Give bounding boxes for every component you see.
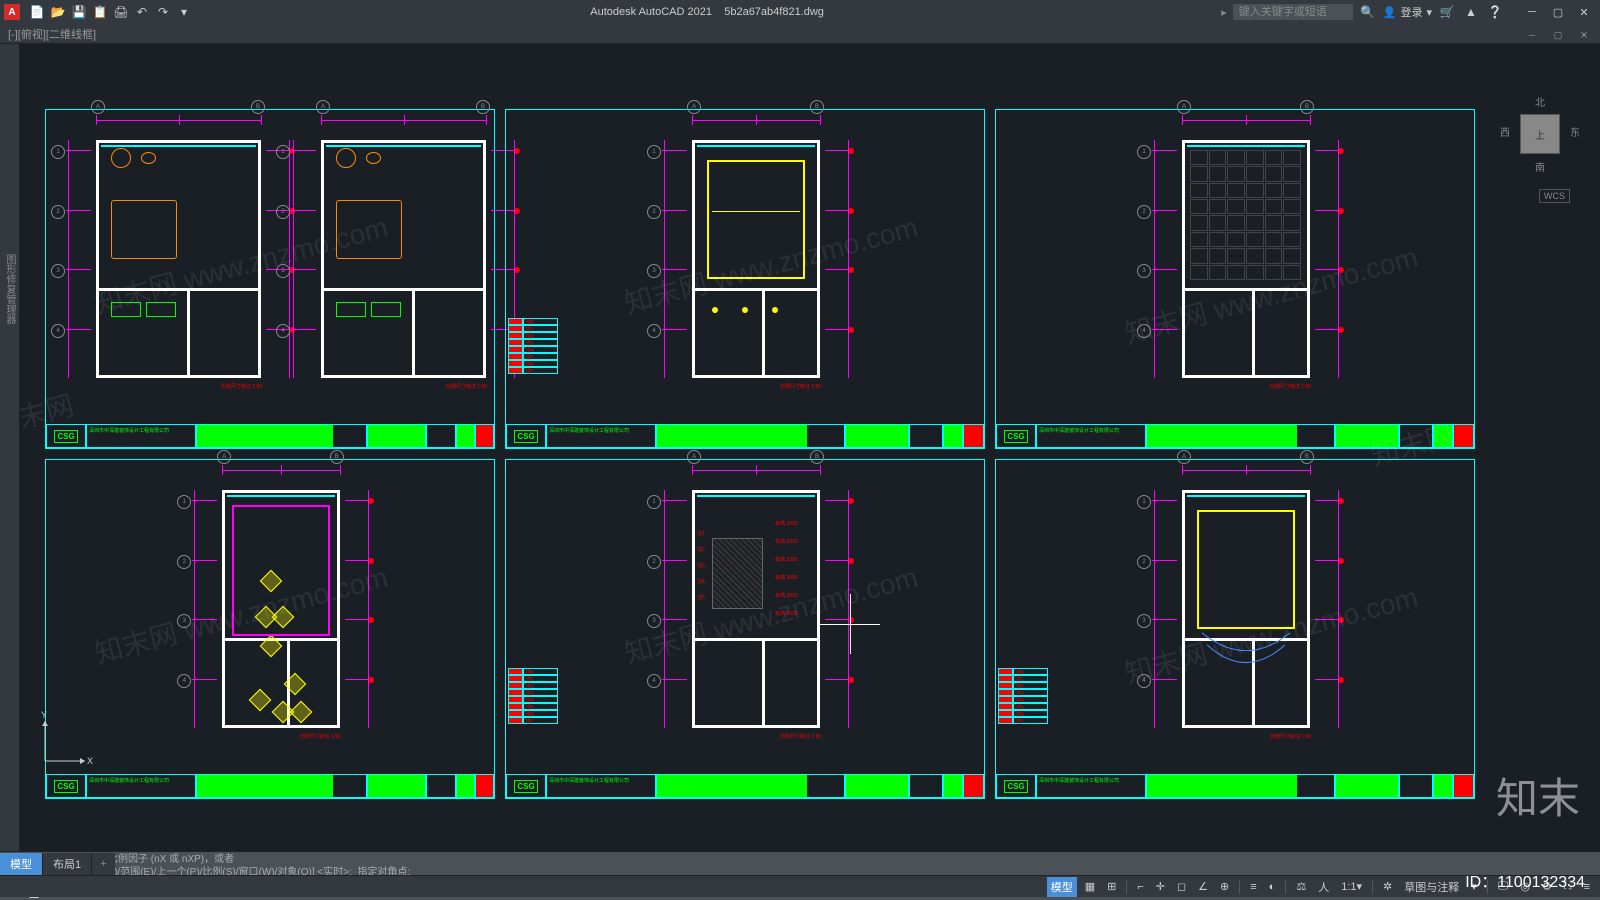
save-icon[interactable]: 💾 bbox=[70, 3, 88, 21]
tab-layout1[interactable]: 布局1 bbox=[43, 853, 92, 875]
search-arrow-icon: ▸ bbox=[1221, 6, 1227, 19]
search-input[interactable] bbox=[1233, 4, 1353, 20]
doc-window-controls: ─ ▢ ✕ bbox=[1520, 26, 1596, 44]
svg-text:X: X bbox=[87, 756, 93, 766]
title-block: CSG 深圳市中深建装饰设计工程有限公司 bbox=[506, 774, 984, 798]
nav-cube-face[interactable]: 上 bbox=[1520, 114, 1560, 154]
minimize-button[interactable]: ─ bbox=[1520, 3, 1544, 21]
titlebar: A 📄 📂 💾 📋 🖨 ↶ ↷ ▾ Autodesk AutoCAD 2021 … bbox=[0, 0, 1600, 24]
transparency-icon[interactable]: ◐ bbox=[1265, 879, 1280, 895]
nav-north[interactable]: 北 bbox=[1535, 94, 1545, 109]
left-panel-label: 图形修复管理器 bbox=[2, 254, 17, 324]
dyn-icon[interactable]: ⊕ bbox=[1216, 878, 1233, 895]
cart-icon[interactable]: 🛒 bbox=[1438, 3, 1456, 21]
main-area: 图形修复管理器 AB1234比例尺寸标注 1:50AB1234比例尺寸标注 1:… bbox=[0, 44, 1600, 851]
ucs-icon[interactable]: X Y bbox=[45, 716, 95, 771]
nav-east[interactable]: 东 bbox=[1570, 124, 1580, 139]
maximize-button[interactable]: ▢ bbox=[1546, 3, 1570, 21]
grid-icon[interactable]: ▦ bbox=[1081, 878, 1099, 895]
tab-model[interactable]: 模型 bbox=[0, 853, 43, 875]
statusbar: 模型 ▦ ⊞ ⌐ ✛ ◻ ∠ ⊕ ≡ ◐ ⚖ 人 1:1▾ ✲ 草图与注释 ▾ … bbox=[0, 875, 1600, 897]
drawing-canvas[interactable]: AB1234比例尺寸标注 1:50AB1234比例尺寸标注 1:50 CSG 深… bbox=[20, 44, 1600, 851]
login-dropdown-icon: ▾ bbox=[1426, 6, 1432, 19]
hardware-icon[interactable]: ⚙ bbox=[1538, 878, 1556, 895]
login-label: 登录 bbox=[1400, 4, 1422, 20]
window-title: Autodesk AutoCAD 2021 5b2a67ab4f821.dwg bbox=[193, 6, 1221, 18]
login-button[interactable]: 👤 登录 ▾ bbox=[1383, 4, 1432, 20]
viewport-label-bar: [-][俯视][二维线框] ─ ▢ ✕ bbox=[0, 24, 1600, 44]
snap-icon[interactable]: ⊞ bbox=[1103, 878, 1120, 895]
view-cube[interactable]: 北 南 西 东 上 bbox=[1500, 94, 1580, 174]
nav-west[interactable]: 西 bbox=[1500, 124, 1510, 139]
cleanscreen-icon[interactable]: ⛶ bbox=[1560, 878, 1576, 895]
left-panel[interactable]: 图形修复管理器 bbox=[0, 44, 20, 851]
redo-icon[interactable]: ↷ bbox=[154, 3, 172, 21]
workspace-icon[interactable]: ✲ bbox=[1379, 878, 1396, 895]
separator bbox=[1372, 880, 1373, 894]
doc-close-button[interactable]: ✕ bbox=[1572, 26, 1596, 44]
doc-minimize-button[interactable]: ─ bbox=[1520, 26, 1544, 44]
workspace-label[interactable]: 草图与注释 bbox=[1400, 877, 1463, 897]
viewport-label[interactable]: [-][俯视][二维线框] bbox=[8, 26, 96, 42]
file-name: 5b2a67ab4f821.dwg bbox=[724, 6, 824, 18]
separator bbox=[1285, 880, 1286, 894]
drawing-sheet[interactable]: AB1234标高.1500标高.2000标高.2500标高.3000标高.350… bbox=[505, 459, 985, 799]
undo-icon[interactable]: ↶ bbox=[133, 3, 151, 21]
annovisibility-icon[interactable]: 人 bbox=[1314, 877, 1333, 897]
separator bbox=[1487, 880, 1488, 894]
svg-text:Y: Y bbox=[41, 710, 47, 720]
drawing-sheet[interactable]: AB1234比例尺寸标注 1:50项0项1项2项3项4项5项6项7 CSG 深圳… bbox=[995, 459, 1475, 799]
otrack-icon[interactable]: ∠ bbox=[1194, 878, 1212, 895]
close-button[interactable]: ✕ bbox=[1572, 3, 1596, 21]
monitor-icon[interactable]: 🖵 bbox=[1494, 878, 1513, 895]
qat-dropdown-icon[interactable]: ▾ bbox=[175, 3, 193, 21]
title-block: CSG 深圳市中深建装饰设计工程有限公司 bbox=[996, 774, 1474, 798]
customize-icon[interactable]: ≡ bbox=[1580, 879, 1594, 895]
quick-access-toolbar: 📄 📂 💾 📋 🖨 ↶ ↷ ▾ bbox=[28, 3, 193, 21]
help-icon[interactable]: ❔ bbox=[1486, 3, 1504, 21]
nav-south[interactable]: 南 bbox=[1535, 159, 1545, 174]
open-icon[interactable]: 📂 bbox=[49, 3, 67, 21]
plot-icon[interactable]: 🖨 bbox=[112, 3, 130, 21]
app-name: Autodesk AutoCAD 2021 bbox=[590, 6, 712, 18]
annoscale-icon[interactable]: ⚖ bbox=[1292, 878, 1310, 895]
polar-icon[interactable]: ✛ bbox=[1152, 878, 1169, 895]
ortho-icon[interactable]: ⌐ bbox=[1133, 879, 1147, 895]
layout-tabs: 模型 布局1 + bbox=[0, 853, 115, 875]
lwt-icon[interactable]: ≡ bbox=[1246, 879, 1260, 895]
doc-maximize-button[interactable]: ▢ bbox=[1546, 26, 1570, 44]
tab-add-button[interactable]: + bbox=[92, 855, 114, 873]
new-icon[interactable]: 📄 bbox=[28, 3, 46, 21]
title-block: CSG 深圳市中深建装饰设计工程有限公司 bbox=[46, 424, 494, 448]
separator bbox=[1126, 880, 1127, 894]
osnap-icon[interactable]: ◻ bbox=[1173, 878, 1190, 895]
drawing-sheet[interactable]: AB1234比例尺寸标注 1:50 CSG 深圳市中深建装饰设计工程有限公司 bbox=[45, 459, 495, 799]
annoauto-icon[interactable]: 1:1▾ bbox=[1337, 878, 1366, 895]
cmd-history-line: 指定窗口的角点，输入比例因子 (nX 或 nXP)，或者 bbox=[8, 853, 1592, 866]
workspace-dropdown-icon[interactable]: ▾ bbox=[1467, 878, 1481, 895]
user-icon: 👤 bbox=[1383, 6, 1397, 19]
titlebar-right: ▸ 🔍 👤 登录 ▾ 🛒 ▲ ❔ ─ ▢ ✕ bbox=[1221, 3, 1596, 21]
status-model-button[interactable]: 模型 bbox=[1047, 877, 1077, 897]
title-block: CSG 深圳市中深建装饰设计工程有限公司 bbox=[506, 424, 984, 448]
isolate-icon[interactable]: ◎ bbox=[1516, 878, 1534, 895]
drawing-sheet[interactable]: AB1234比例尺寸标注 1:50AB1234比例尺寸标注 1:50 CSG 深… bbox=[45, 109, 495, 449]
search-icon[interactable]: 🔍 bbox=[1359, 3, 1377, 21]
title-block: CSG 深圳市中深建装饰设计工程有限公司 bbox=[996, 424, 1474, 448]
drawing-sheet[interactable]: AB1234比例尺寸标注 1:50项0项1项2项3项4项5项6项7 CSG 深圳… bbox=[505, 109, 985, 449]
title-block: CSG 深圳市中深建装饰设计工程有限公司 bbox=[46, 774, 494, 798]
saveas-icon[interactable]: 📋 bbox=[91, 3, 109, 21]
app-logo[interactable]: A bbox=[4, 4, 20, 20]
window-controls: ─ ▢ ✕ bbox=[1520, 3, 1596, 21]
autodesk-icon[interactable]: ▲ bbox=[1462, 3, 1480, 21]
wcs-label[interactable]: WCS bbox=[1539, 189, 1570, 203]
separator bbox=[1239, 880, 1240, 894]
drawing-sheet[interactable]: AB1234比例尺寸标注 1:50 CSG 深圳市中深建装饰设计工程有限公司 bbox=[995, 109, 1475, 449]
